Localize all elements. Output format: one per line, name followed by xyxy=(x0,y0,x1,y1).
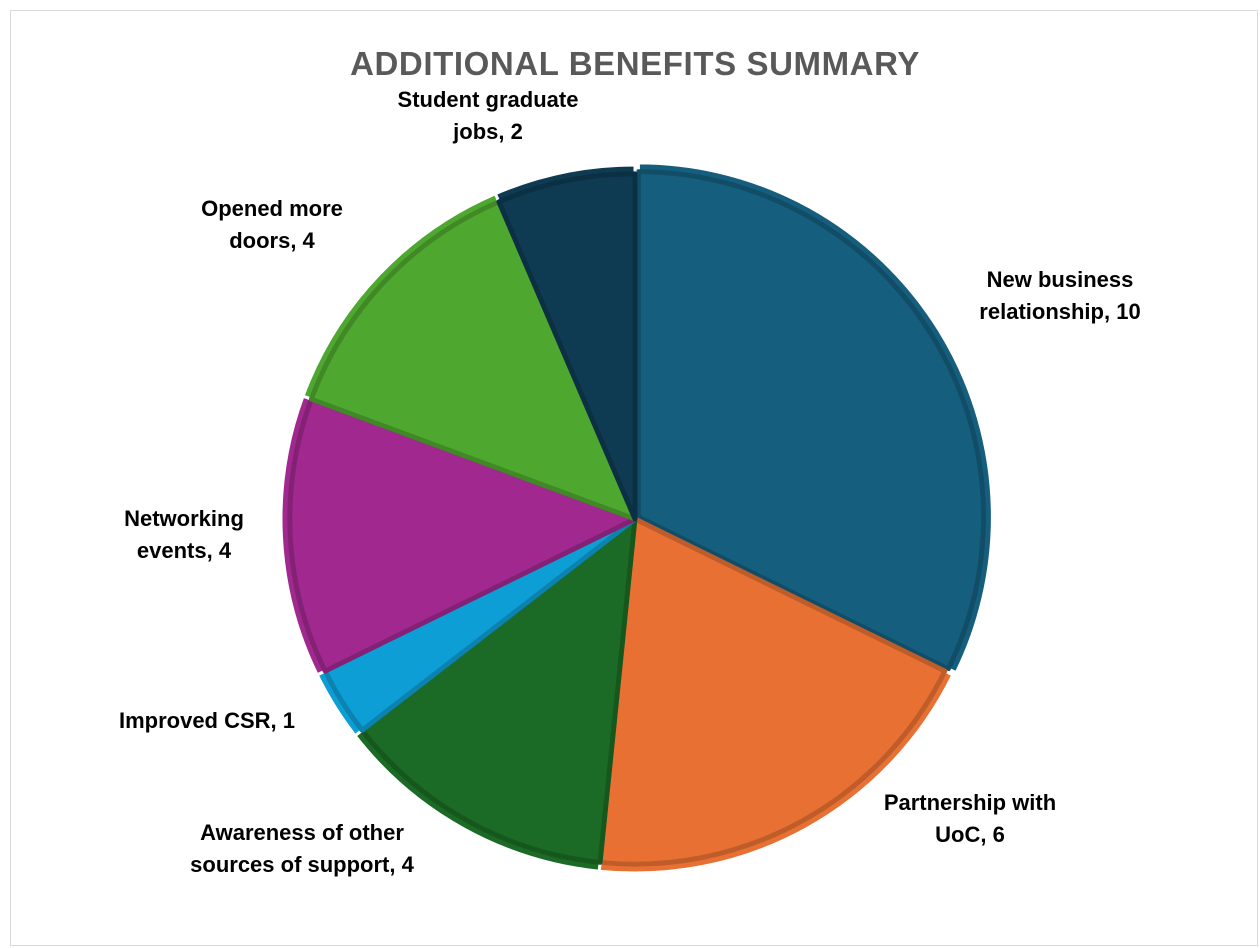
data-label-awareness-of-other-sources-of-support: Awareness of other sources of support, 4 xyxy=(190,820,414,877)
data-label-line: sources of support, 4 xyxy=(190,852,414,877)
pie-slice-border-partnership-with-uoc xyxy=(597,516,948,867)
pie-slices xyxy=(279,161,994,875)
pie-slice-new-business-relationship xyxy=(636,161,994,675)
pie-slice-partnership-with-uoc xyxy=(597,517,955,875)
data-label-line: Improved CSR, 1 xyxy=(119,708,295,733)
pie-slice-border-networking-events xyxy=(287,396,638,674)
data-label-line: Partnership with xyxy=(884,790,1056,815)
data-label-improved-csr: Improved CSR, 1 xyxy=(119,708,295,733)
data-label-line: events, 4 xyxy=(137,538,232,563)
pie-slice-border-opened-more-doors xyxy=(308,199,638,522)
chart-title: ADDITIONAL BENEFITS SUMMARY xyxy=(350,45,920,82)
data-label-line: Opened more xyxy=(201,196,343,221)
data-label-line: Awareness of other xyxy=(200,820,404,845)
data-label-opened-more-doors: Opened more doors, 4 xyxy=(201,196,343,253)
data-label-new-business-relationship: New business relationship, 10 xyxy=(979,267,1140,324)
data-label-line: Networking xyxy=(124,506,244,531)
data-label-networking-events: Networking events, 4 xyxy=(124,506,244,563)
pie-slice-opened-more-doors xyxy=(301,192,637,521)
pie-slice-student-graduate-jobs xyxy=(493,163,637,521)
data-label-line: Student graduate xyxy=(398,87,579,112)
pie-slice-awareness-of-other-sources-of-support xyxy=(353,517,637,873)
pie-slice-border-student-graduate-jobs xyxy=(496,171,638,522)
data-label-line: relationship, 10 xyxy=(979,299,1140,324)
pie-slice-border-awareness-of-other-sources-of-support xyxy=(359,516,638,865)
data-label-line: jobs, 2 xyxy=(452,119,523,144)
data-label-student-graduate-jobs: Student graduate jobs, 2 xyxy=(398,87,579,144)
data-label-line: New business xyxy=(987,267,1134,292)
data-label-line: UoC, 6 xyxy=(935,822,1005,847)
data-label-line: doors, 4 xyxy=(229,228,315,253)
pie-slice-border-new-business-relationship xyxy=(635,169,986,672)
pie-slice-networking-events xyxy=(279,394,637,677)
data-label-partnership-with-uoc: Partnership with UoC, 6 xyxy=(884,790,1056,847)
pie-labels: New business relationship, 10 Partnership … xyxy=(119,87,1141,877)
